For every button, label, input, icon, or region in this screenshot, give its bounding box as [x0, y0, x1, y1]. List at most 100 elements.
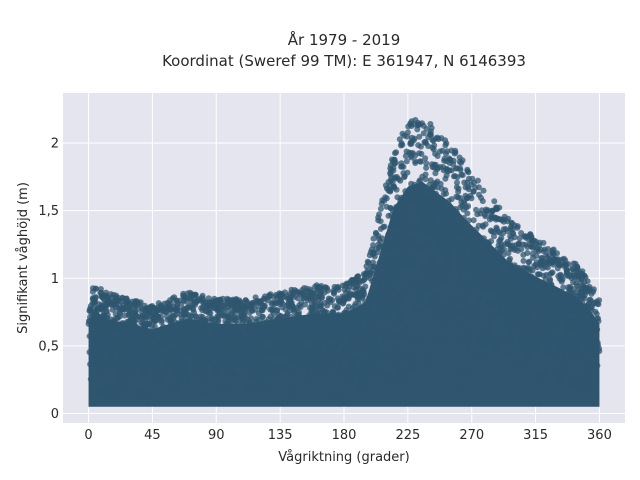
y-tick-label: 0,5	[38, 339, 59, 354]
data-point	[331, 283, 338, 290]
data-point	[291, 388, 298, 394]
data-point	[513, 281, 520, 288]
data-point	[445, 197, 452, 204]
data-point	[288, 320, 295, 327]
data-point	[506, 257, 512, 264]
data-point	[287, 328, 293, 335]
data-point	[467, 241, 474, 247]
data-point	[455, 188, 462, 195]
data-point	[526, 289, 533, 295]
data-point	[496, 292, 503, 299]
data-point	[389, 349, 396, 356]
data-point	[333, 314, 340, 321]
data-point	[524, 332, 531, 338]
data-point	[377, 282, 383, 288]
data-point	[559, 256, 566, 263]
data-point	[104, 335, 111, 342]
data-point	[532, 332, 539, 339]
data-point	[170, 349, 176, 356]
data-point	[421, 201, 428, 208]
data-point	[517, 271, 524, 277]
data-point	[158, 334, 165, 340]
data-point	[259, 313, 266, 320]
data-point	[269, 364, 276, 371]
data-point	[417, 158, 424, 165]
data-point	[207, 357, 214, 364]
data-point	[219, 342, 226, 349]
data-point	[223, 320, 230, 327]
data-point	[158, 307, 165, 314]
data-point	[513, 245, 519, 252]
data-point	[170, 327, 177, 334]
data-point	[375, 244, 382, 251]
data-point	[199, 317, 205, 324]
data-point	[432, 190, 439, 197]
data-point	[430, 265, 437, 272]
data-point	[468, 314, 475, 321]
data-point	[576, 329, 582, 335]
data-point	[381, 272, 388, 279]
data-point	[207, 350, 214, 357]
data-point	[353, 312, 360, 319]
data-point	[425, 352, 432, 359]
data-point	[575, 311, 582, 317]
data-point	[472, 232, 479, 239]
data-point	[545, 316, 552, 323]
data-point	[86, 349, 93, 356]
data-point	[212, 363, 219, 370]
data-point	[112, 301, 119, 307]
data-point	[397, 231, 404, 238]
data-point	[547, 276, 553, 283]
data-point	[432, 170, 439, 177]
data-point	[163, 309, 170, 315]
data-point	[406, 279, 413, 286]
data-point	[590, 300, 597, 307]
data-point	[392, 303, 399, 310]
data-point	[420, 212, 427, 219]
data-point	[275, 316, 282, 323]
data-point	[198, 294, 205, 301]
data-point	[176, 356, 183, 363]
data-point	[320, 355, 327, 362]
data-point	[357, 329, 364, 336]
data-point	[423, 125, 430, 132]
data-point	[495, 340, 502, 347]
data-point	[118, 320, 125, 327]
data-point	[176, 339, 183, 346]
data-point	[372, 229, 379, 236]
y-axis-label: Signifikant våghöjd (m)	[16, 182, 31, 334]
data-point	[513, 287, 520, 294]
data-point	[475, 281, 482, 288]
data-point	[543, 272, 550, 278]
data-point	[452, 227, 459, 234]
data-point	[407, 225, 414, 232]
data-point	[88, 330, 95, 337]
data-point	[114, 360, 121, 367]
data-point	[595, 318, 602, 324]
data-point	[445, 224, 452, 231]
data-point	[514, 359, 521, 365]
data-point	[411, 181, 418, 188]
data-point	[478, 338, 485, 345]
data-point	[234, 329, 241, 336]
data-point	[480, 223, 487, 230]
data-point	[555, 273, 562, 280]
data-point	[418, 305, 425, 312]
data-point	[118, 347, 125, 354]
data-point	[428, 195, 435, 202]
x-tick-label: 225	[395, 428, 420, 443]
data-point	[464, 229, 471, 236]
data-point	[532, 238, 539, 245]
data-point	[165, 328, 172, 335]
data-point	[123, 300, 130, 307]
data-point	[463, 195, 470, 202]
data-point	[161, 362, 168, 369]
data-point	[176, 333, 183, 340]
data-point	[229, 296, 236, 303]
data-point	[339, 293, 346, 300]
data-point	[412, 152, 419, 159]
data-point	[391, 160, 398, 167]
data-point	[306, 363, 313, 370]
data-point	[396, 335, 403, 342]
data-point	[342, 346, 349, 353]
